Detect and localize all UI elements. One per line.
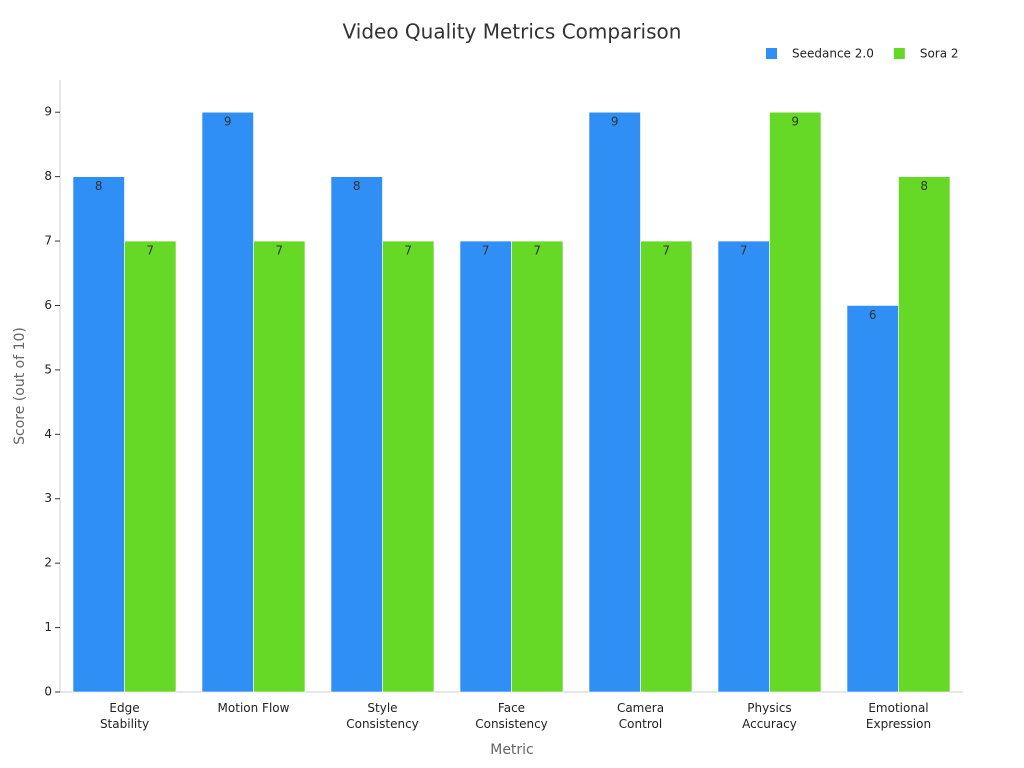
value-label: 7 xyxy=(740,244,748,258)
y-tick-label: 7 xyxy=(44,234,52,248)
x-tick-label: Motion Flow xyxy=(217,701,290,715)
bar xyxy=(511,240,564,693)
x-tick-label: Emotional Expression xyxy=(865,701,932,731)
bar xyxy=(382,240,435,693)
bar xyxy=(898,176,951,693)
y-axis-label: Score (out of 10) xyxy=(12,327,28,445)
chart-title: Video Quality Metrics Comparison xyxy=(343,20,682,44)
value-label: 9 xyxy=(611,115,619,129)
value-label: 7 xyxy=(662,244,670,258)
x-tick-label: Style Consistency xyxy=(346,701,419,731)
bar xyxy=(459,240,512,693)
x-tick-label: Face Consistency xyxy=(475,701,548,731)
bar xyxy=(640,240,693,693)
y-tick-label: 2 xyxy=(44,556,52,570)
y-tick-label: 6 xyxy=(44,298,52,312)
y-tick-label: 9 xyxy=(44,105,52,119)
x-tick-label: Physics Accuracy xyxy=(742,701,797,731)
y-tick-label: 5 xyxy=(44,362,52,376)
y-tick-label: 3 xyxy=(44,491,52,505)
value-label: 8 xyxy=(95,179,103,193)
legend-swatch xyxy=(893,48,905,59)
bar xyxy=(124,240,177,693)
legend-label: Seedance 2.0 xyxy=(792,47,874,61)
value-label: 9 xyxy=(224,115,232,129)
legend-label: Sora 2 xyxy=(920,47,959,61)
y-tick-label: 1 xyxy=(44,620,52,634)
y-tick-label: 0 xyxy=(44,685,52,699)
bar xyxy=(846,305,899,693)
legend-swatch xyxy=(766,48,777,59)
value-label: 9 xyxy=(791,115,799,129)
x-axis-label: Metric xyxy=(490,742,534,758)
bar xyxy=(588,111,641,693)
x-tick-label: Camera Control xyxy=(616,701,665,731)
x-tick-label: Edge Stability xyxy=(99,701,150,731)
bar xyxy=(769,111,822,693)
value-label: 7 xyxy=(146,244,154,258)
bar xyxy=(330,176,383,693)
bar xyxy=(201,111,254,693)
bar xyxy=(717,240,770,693)
bar xyxy=(72,176,125,693)
value-label: 7 xyxy=(482,244,490,258)
bar xyxy=(253,240,306,693)
value-label: 7 xyxy=(275,244,283,258)
value-label: 6 xyxy=(869,308,877,322)
value-label: 8 xyxy=(920,179,928,193)
y-tick-label: 4 xyxy=(44,427,52,441)
value-label: 7 xyxy=(533,244,541,258)
value-label: 7 xyxy=(404,244,412,258)
y-tick-label: 8 xyxy=(44,169,52,183)
value-label: 8 xyxy=(353,179,361,193)
